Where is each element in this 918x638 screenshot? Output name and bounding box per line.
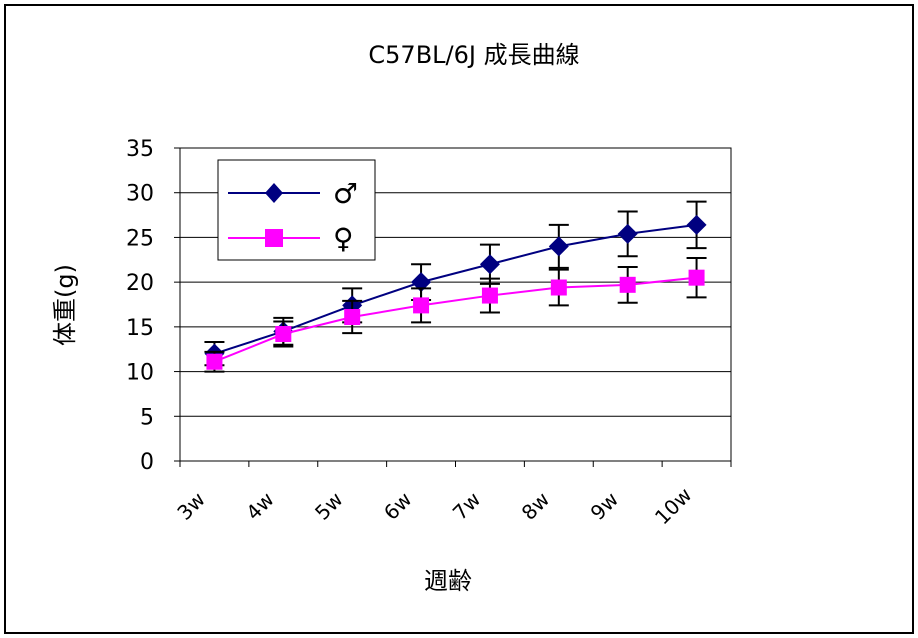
- y-tick-label: 35: [126, 137, 154, 162]
- legend-label-female: ♀: [333, 222, 354, 255]
- data-point-female: [688, 269, 705, 286]
- data-point-male: [686, 214, 707, 235]
- legend-marker-male: [265, 183, 283, 203]
- data-point-female: [413, 297, 430, 314]
- data-point-female: [619, 276, 636, 293]
- y-tick-label: 15: [126, 316, 154, 341]
- data-point-female: [481, 287, 498, 304]
- series-line-female: [214, 276, 697, 363]
- data-point-male: [617, 223, 638, 244]
- y-tick-label: 10: [126, 361, 154, 386]
- chart-title: C57BL/6J 成長曲線: [368, 41, 579, 69]
- data-point-male: [411, 272, 432, 293]
- legend-label-male: ♂: [333, 177, 358, 210]
- y-tick-label: 0: [140, 450, 154, 475]
- y-axis-ticks: 0 5 10 15 20 25 30 35: [126, 137, 180, 475]
- legend: ♂ ♀: [217, 159, 376, 261]
- data-point-female: [275, 326, 292, 343]
- series-layer: [204, 200, 707, 373]
- data-point-female: [344, 309, 361, 326]
- x-axis-label: 週齢: [424, 567, 472, 595]
- data-point-female: [550, 279, 567, 296]
- legend-box: [217, 159, 376, 261]
- series-line-male: [214, 223, 697, 355]
- y-tick-label: 25: [126, 226, 154, 251]
- legend-marker-female: [265, 229, 283, 247]
- data-point-male: [479, 254, 500, 275]
- data-point-female: [206, 353, 223, 370]
- series-female: [204, 256, 707, 373]
- y-tick-label: 20: [126, 271, 154, 296]
- y-tick-label: 5: [140, 405, 154, 430]
- data-point-male: [548, 236, 569, 257]
- y-axis-label: 体重(g): [51, 264, 79, 346]
- y-tick-label: 30: [126, 182, 154, 207]
